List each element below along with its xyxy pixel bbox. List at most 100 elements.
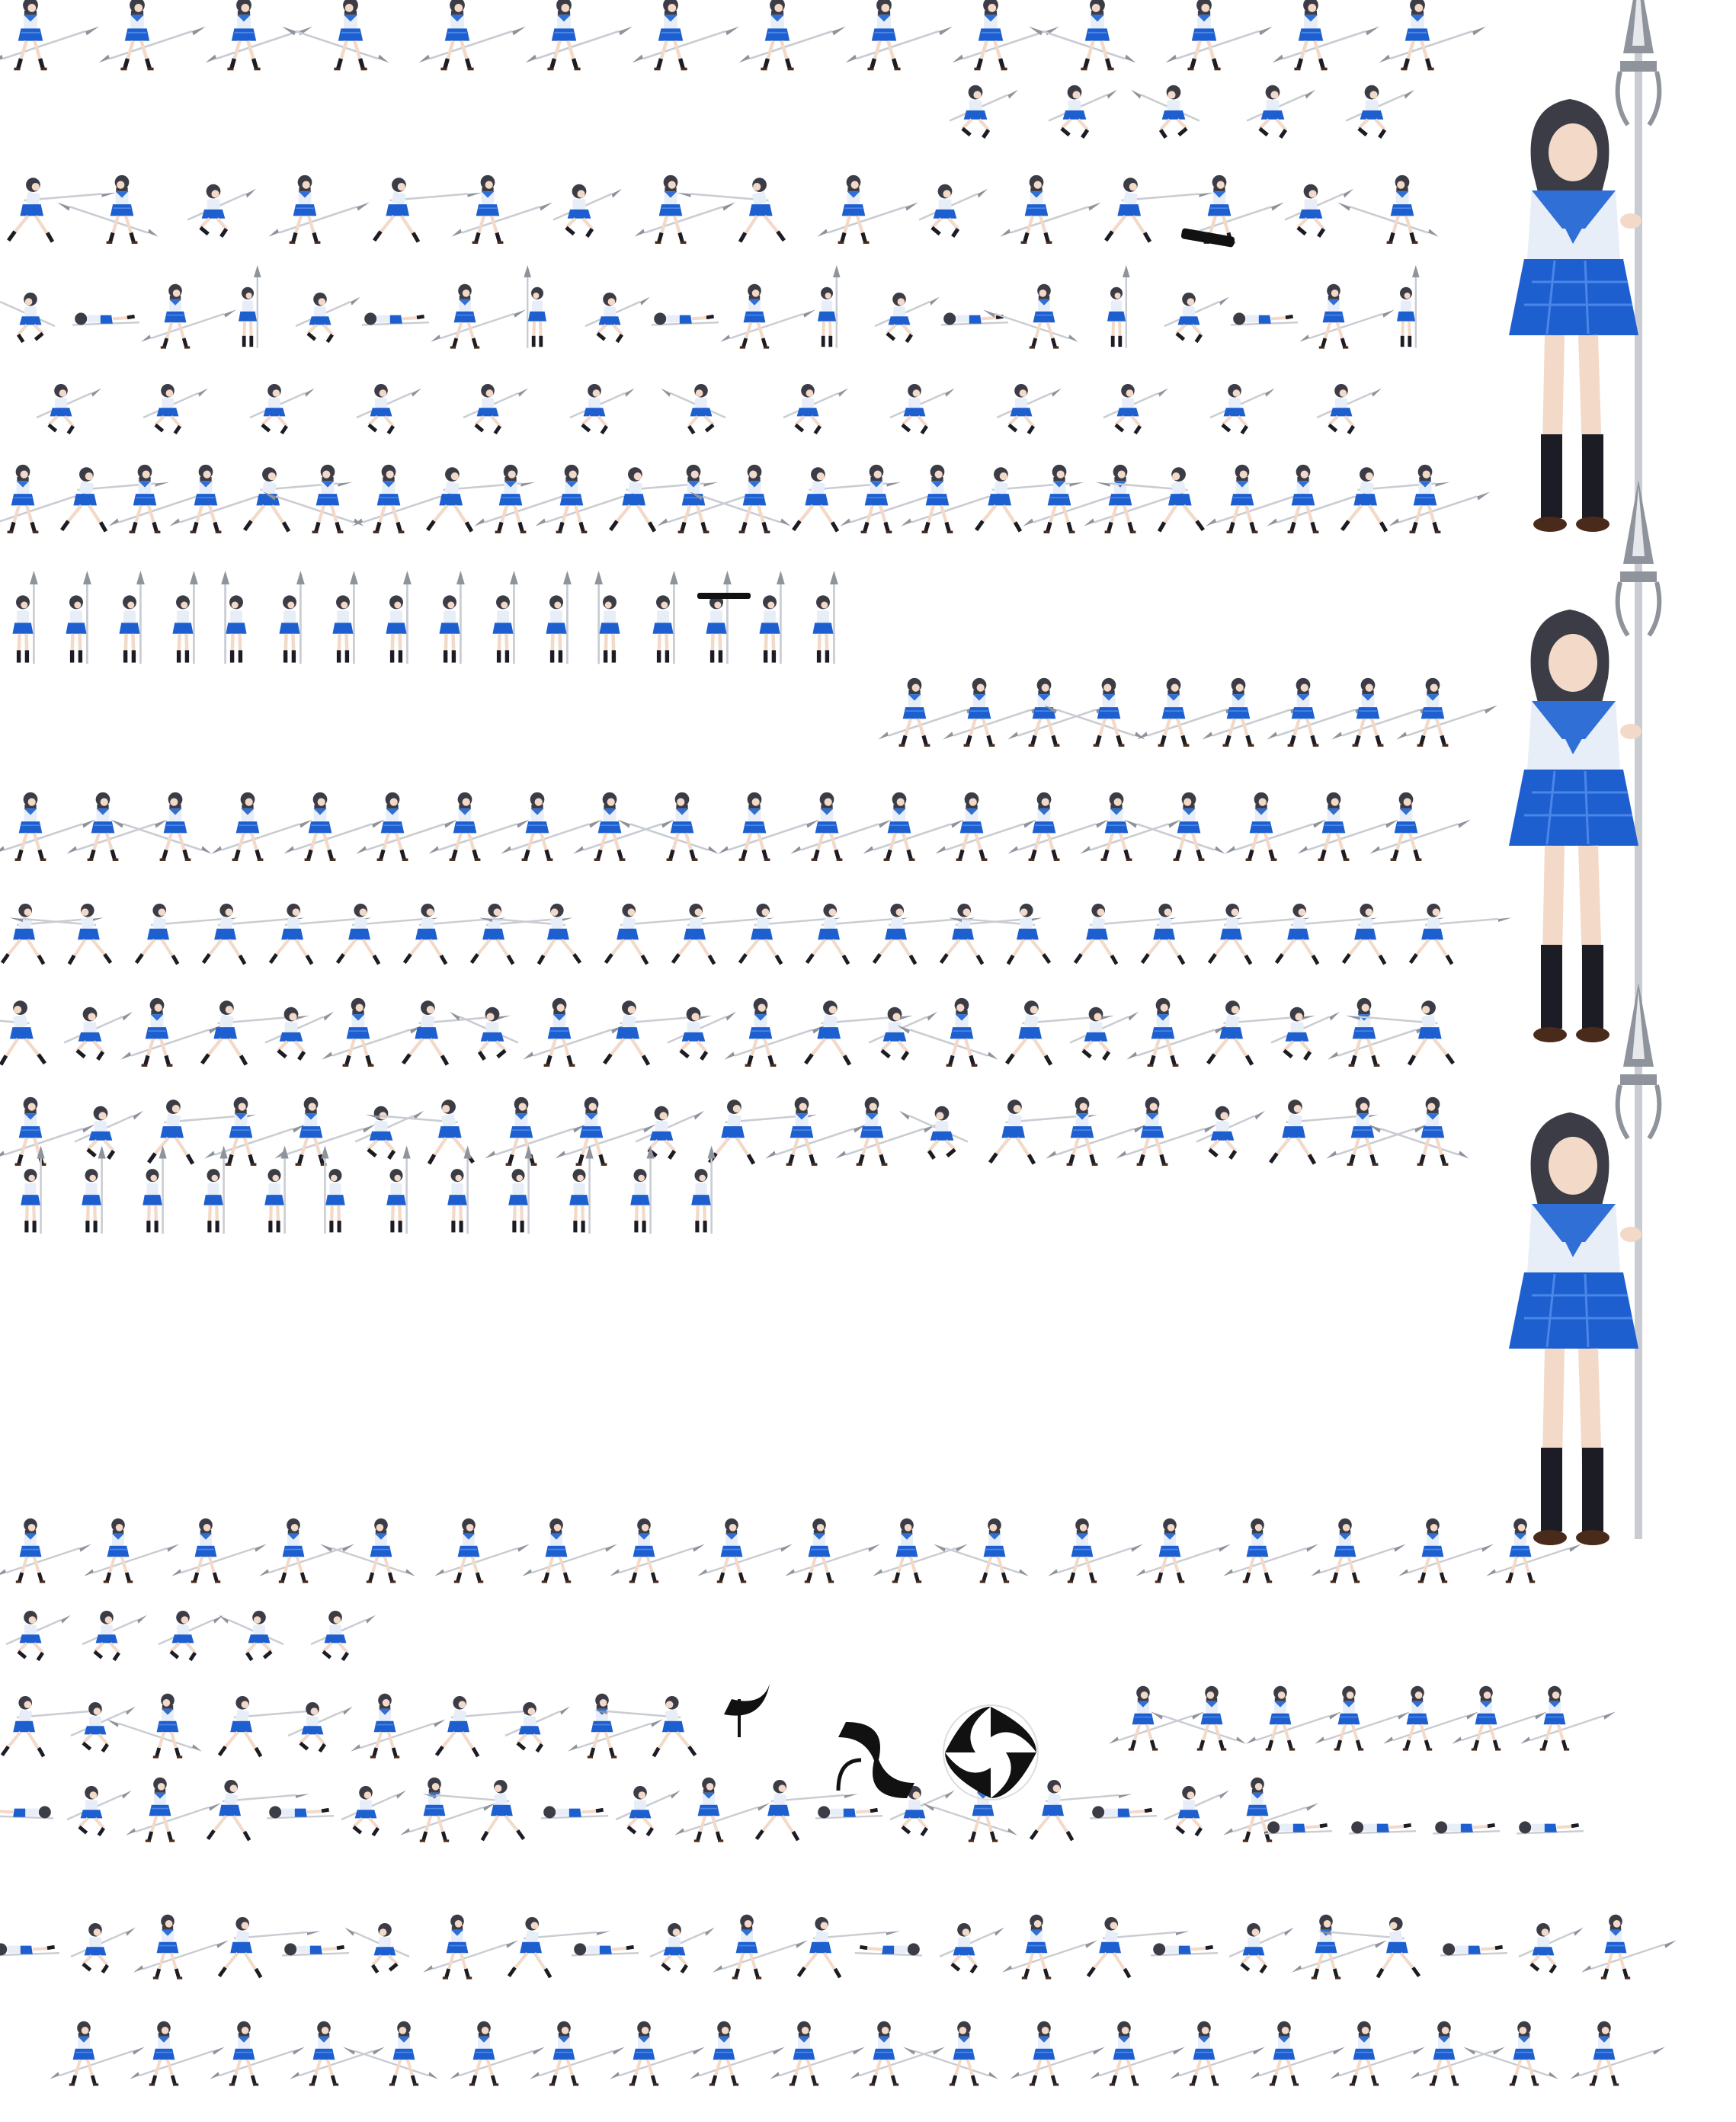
idle-stance-frame bbox=[1023, 465, 1124, 533]
idle-stance-frame bbox=[1137, 678, 1238, 747]
idle-stance-frame bbox=[1297, 792, 1398, 861]
portrait-frame-1 bbox=[1509, 0, 1659, 532]
idle-stance-frame bbox=[1080, 792, 1181, 861]
idle-stance-frame bbox=[713, 1915, 808, 1980]
jump-frame bbox=[783, 384, 848, 434]
jump-frame bbox=[636, 1106, 704, 1159]
knockdown-frame bbox=[1349, 1821, 1416, 1833]
idle-stance-frame bbox=[108, 465, 210, 533]
vertical-spear-frame bbox=[524, 265, 546, 348]
idle-stance-frame bbox=[434, 1519, 530, 1583]
knockdown-frame bbox=[1440, 1943, 1507, 1955]
vertical-spear-frame bbox=[594, 571, 620, 664]
idle-stance-frame bbox=[634, 175, 735, 244]
idle-stance-frame bbox=[84, 1519, 179, 1583]
jump-frame bbox=[1229, 1923, 1294, 1973]
idle-stance-frame bbox=[1002, 1915, 1097, 1980]
jump-frame bbox=[570, 384, 635, 434]
idle-stance-frame bbox=[1299, 284, 1395, 349]
sprite-frames bbox=[0, 0, 1677, 2086]
vertical-spear-frame bbox=[447, 1146, 471, 1234]
vertical-spear-frame bbox=[221, 571, 246, 664]
jump-frame bbox=[143, 384, 208, 434]
jump-frame bbox=[187, 184, 256, 237]
idle-stance-frame bbox=[1326, 1097, 1427, 1166]
idle-stance-frame bbox=[863, 792, 964, 861]
jump-frame bbox=[899, 1106, 968, 1159]
idle-stance-frame bbox=[903, 2021, 998, 2086]
knockdown-frame bbox=[362, 312, 429, 325]
idle-stance-frame bbox=[1124, 792, 1225, 861]
jump-frame bbox=[616, 1786, 681, 1836]
vertical-spear-frame bbox=[691, 1146, 715, 1234]
vertical-spear-frame bbox=[239, 265, 261, 348]
idle-stance-frame bbox=[1273, 0, 1379, 70]
idle-stance-frame bbox=[0, 465, 88, 533]
vertical-spear-frame bbox=[440, 571, 465, 664]
jump-frame bbox=[6, 1611, 71, 1660]
idle-stance-frame bbox=[352, 465, 453, 533]
idle-stance-frame bbox=[555, 1097, 656, 1166]
jump-frame bbox=[950, 85, 1018, 138]
portrait-frame-2 bbox=[1509, 480, 1659, 1042]
vertical-spear-frame bbox=[203, 1146, 227, 1234]
idle-stance-frame bbox=[0, 792, 95, 861]
knockdown-frame bbox=[267, 1806, 334, 1818]
idle-stance-frame bbox=[1044, 678, 1145, 747]
idle-stance-frame bbox=[111, 792, 212, 861]
idle-stance-frame bbox=[850, 2021, 945, 2086]
idle-stance-frame bbox=[617, 792, 719, 861]
knockdown-frame bbox=[855, 1943, 922, 1955]
idle-stance-frame bbox=[211, 792, 312, 861]
idle-stance-frame bbox=[450, 2021, 545, 2086]
vertical-spear-frame bbox=[546, 571, 572, 664]
idle-stance-frame bbox=[633, 0, 739, 70]
vertical-spear-frame bbox=[493, 571, 518, 664]
idle-stance-frame bbox=[423, 1915, 518, 1980]
jump-frame bbox=[75, 1106, 143, 1159]
idle-stance-frame bbox=[1135, 1519, 1231, 1583]
knockdown-frame bbox=[815, 1806, 882, 1818]
idle-stance-frame bbox=[141, 284, 236, 349]
jump-frame bbox=[311, 1611, 376, 1660]
idle-stance-frame bbox=[501, 792, 602, 861]
idle-stance-frame bbox=[1206, 465, 1307, 533]
jump-frame bbox=[159, 1611, 223, 1660]
idle-stance-frame bbox=[419, 0, 526, 70]
idle-stance-frame bbox=[739, 0, 846, 70]
jump-frame bbox=[357, 384, 421, 434]
idle-stance-frame bbox=[935, 792, 1036, 861]
idle-stance-frame bbox=[846, 0, 953, 70]
knockdown-frame bbox=[1231, 312, 1298, 325]
idle-stance-frame bbox=[953, 0, 1059, 70]
jump-frame bbox=[650, 1923, 715, 1973]
idle-stance-frame bbox=[204, 1097, 306, 1166]
knockdown-frame bbox=[1090, 1806, 1157, 1818]
vertical-spear-frame bbox=[280, 571, 305, 664]
knockdown-frame bbox=[1265, 1821, 1332, 1833]
idle-stance-frame bbox=[485, 1097, 586, 1166]
vertical-spear-frame bbox=[173, 571, 198, 664]
jump-frame bbox=[1317, 384, 1382, 434]
idle-stance-frame bbox=[1330, 2021, 1425, 2086]
vertical-spear-frame bbox=[21, 1146, 44, 1234]
idle-stance-frame bbox=[1090, 2021, 1185, 2086]
idle-stance-frame bbox=[290, 2021, 385, 2086]
jump-frame bbox=[463, 384, 528, 434]
vertical-spear-frame bbox=[264, 1146, 288, 1234]
idle-stance-frame bbox=[530, 2021, 625, 2086]
idle-stance-frame bbox=[610, 2021, 705, 2086]
idle-stance-frame bbox=[169, 465, 271, 533]
jump-frame bbox=[288, 1702, 353, 1752]
jump-frame bbox=[1070, 1007, 1139, 1060]
idle-stance-frame bbox=[171, 1519, 267, 1583]
jump-frame bbox=[219, 1611, 283, 1660]
knockdown-frame bbox=[0, 1806, 53, 1818]
knockdown-frame bbox=[652, 312, 719, 325]
vertical-spear-frame bbox=[760, 571, 785, 664]
idle-stance-frame bbox=[428, 792, 530, 861]
jump-frame bbox=[1346, 85, 1414, 138]
jump-frame bbox=[250, 384, 315, 434]
jump-frame bbox=[450, 1007, 518, 1060]
